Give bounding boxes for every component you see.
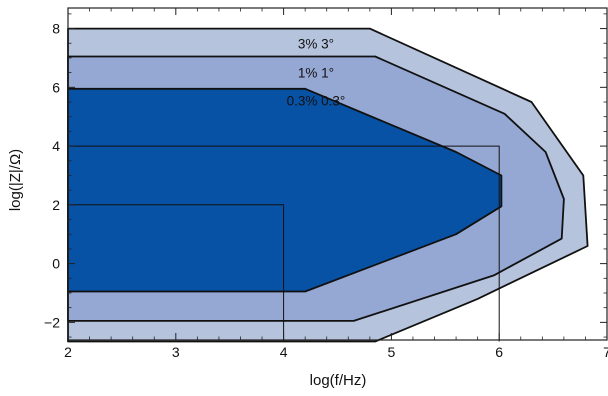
y-tick-label: 0 bbox=[52, 256, 60, 272]
region-label-2: 1% 1° bbox=[298, 66, 334, 81]
x-tick-label: 6 bbox=[495, 344, 503, 360]
y-tick-label: 4 bbox=[52, 138, 60, 154]
x-tick-label: 3 bbox=[172, 344, 180, 360]
accuracy-region-3 bbox=[67, 87, 503, 293]
accuracy-regions bbox=[67, 27, 589, 343]
plot-border bbox=[67, 7, 608, 341]
reference-lines bbox=[68, 145, 500, 342]
plot-frame bbox=[67, 7, 608, 341]
x-tick-label: 7 bbox=[603, 344, 608, 360]
x-axis-label: log(f/Hz) bbox=[310, 372, 367, 389]
y-tick-label: 6 bbox=[52, 79, 60, 95]
y-tick-label: 8 bbox=[52, 21, 60, 37]
x-tick-label: 4 bbox=[280, 344, 288, 360]
region-labels: 3% 3° 1% 1° 0.3% 0.3° bbox=[287, 36, 346, 108]
reference-line-2 bbox=[68, 204, 285, 342]
reference-line-1 bbox=[68, 145, 500, 342]
region-label-3: 0.3% 0.3° bbox=[287, 94, 346, 109]
y-tick-label: −2 bbox=[44, 314, 60, 330]
region-label-1: 3% 3° bbox=[298, 36, 334, 51]
y-tick-label: 2 bbox=[52, 197, 60, 213]
y-axis-label: log(|Z|/Ω) bbox=[7, 149, 24, 211]
x-tick-label: 2 bbox=[64, 344, 72, 360]
x-tick-label: 5 bbox=[388, 344, 396, 360]
axis-ticks: 2 3 4 5 6 7 −2 0 2 4 6 8 bbox=[44, 8, 608, 360]
